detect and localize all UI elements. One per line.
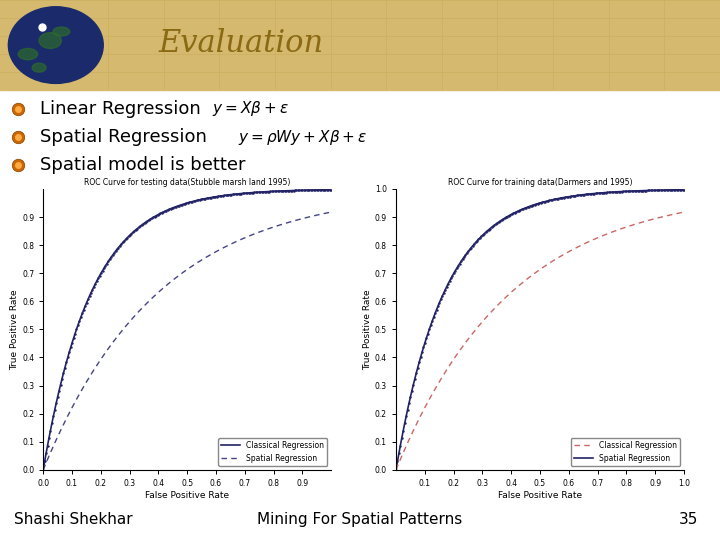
Text: 35: 35: [679, 512, 698, 527]
Text: Spatial model is better: Spatial model is better: [40, 156, 245, 174]
X-axis label: False Positive Rate: False Positive Rate: [498, 491, 582, 500]
Text: Spatial Regression: Spatial Regression: [40, 128, 207, 146]
Y-axis label: True Positive Rate: True Positive Rate: [363, 289, 372, 370]
Text: Linear Regression: Linear Regression: [40, 100, 200, 118]
Title: ROC Curve for testing data(Stubble marsh land 1995): ROC Curve for testing data(Stubble marsh…: [84, 178, 290, 187]
Ellipse shape: [53, 27, 70, 36]
Text: Mining For Spatial Patterns: Mining For Spatial Patterns: [257, 512, 463, 527]
Text: $y = X\beta + \varepsilon$: $y = X\beta + \varepsilon$: [212, 99, 289, 118]
Text: Evaluation: Evaluation: [158, 28, 323, 59]
Text: $y = \rho Wy + X\beta + \varepsilon$: $y = \rho Wy + X\beta + \varepsilon$: [238, 127, 366, 146]
Legend: Classical Regression, Spatial Regression: Classical Regression, Spatial Regression: [571, 438, 680, 466]
X-axis label: False Positive Rate: False Positive Rate: [145, 491, 229, 500]
Title: ROC Curve for training data(Darmers and 1995): ROC Curve for training data(Darmers and …: [448, 178, 632, 187]
Ellipse shape: [39, 33, 61, 49]
Ellipse shape: [18, 49, 37, 60]
Legend: Classical Regression, Spatial Regression: Classical Regression, Spatial Regression: [218, 438, 328, 466]
Y-axis label: True Positive Rate: True Positive Rate: [10, 289, 19, 370]
Ellipse shape: [32, 63, 46, 72]
Circle shape: [9, 7, 103, 83]
Text: Shashi Shekhar: Shashi Shekhar: [14, 512, 133, 527]
